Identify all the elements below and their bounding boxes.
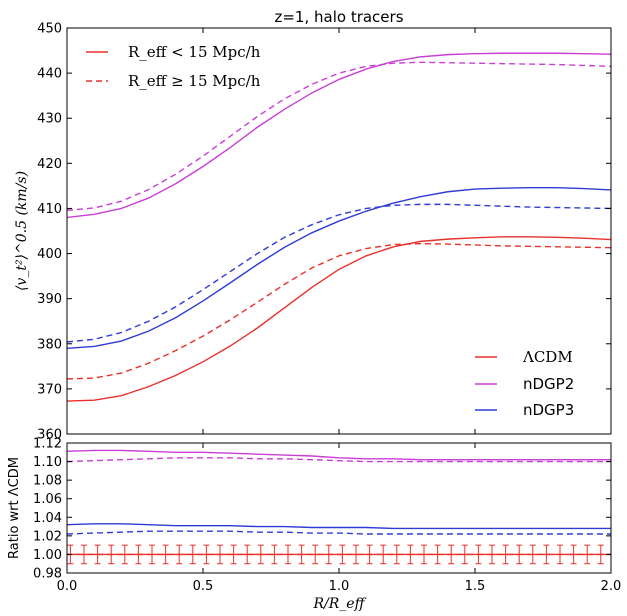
- ratio-y-tick-label: 1.10: [33, 455, 62, 470]
- main-series-ndgp2-dashed: [67, 61, 611, 211]
- ratio-chart: 0.98 1.00 1.02 1.04 1.06 1.08 1.10 1.12 0.0 0.5 1.…: [7, 437, 621, 613]
- legend-label-lcdm: ΛCDM: [522, 348, 573, 366]
- ratio-y-tick-label: 1.12: [33, 437, 62, 452]
- legend-label-dashed: R_eff ≥ 15 Mpc/h: [128, 72, 261, 90]
- main-title: z=1, halo tracers: [274, 8, 403, 26]
- ratio-y-axis-label: Ratio wrt ΛCDM: [7, 457, 22, 559]
- main-series-ndgp3-dashed: [67, 203, 611, 343]
- legend-models: ΛCDM nDGP2 nDGP3: [475, 348, 574, 419]
- main-y-tick-label: 370: [37, 382, 62, 397]
- ratio-series-ndgp3-dashed: [67, 530, 611, 535]
- ratio-y-tick-label: 1.00: [33, 548, 62, 563]
- main-series-lcdm-dashed: [67, 242, 611, 380]
- main-y-tick-label: 380: [37, 337, 62, 352]
- ratio-x-tick-label: 0.0: [57, 579, 78, 594]
- legend-label-solid: R_eff < 15 Mpc/h: [128, 43, 261, 61]
- main-y-tick-label: 430: [37, 112, 62, 127]
- ratio-y-tick-label: 1.04: [33, 511, 62, 526]
- legend-label-ndgp3: nDGP3: [523, 401, 574, 419]
- main-y-tick-label: 420: [37, 157, 62, 172]
- ratio-series-ndgp2-dashed: [67, 457, 611, 463]
- main-y-tick-label: 410: [37, 202, 62, 217]
- legend-style: R_eff < 15 Mpc/h R_eff ≥ 15 Mpc/h: [86, 43, 261, 90]
- ratio-x-tick-label: 1.5: [465, 579, 486, 594]
- legend-label-ndgp2: nDGP2: [523, 375, 574, 393]
- ratio-y-tick-label: 1.08: [33, 474, 62, 489]
- main-y-tick-label: 390: [37, 292, 62, 307]
- main-plot-area: [67, 28, 611, 434]
- main-y-axis-label: ⟨v_t²⟩^0.5 (km/s): [14, 171, 30, 291]
- ratio-y-tick-label: 0.98: [33, 567, 62, 582]
- ratio-x-tick-label: 2.0: [601, 579, 622, 594]
- main-y-tick-label: 440: [37, 67, 62, 82]
- main-series-lcdm-solid: [67, 236, 611, 402]
- ratio-y-tick-label: 1.02: [33, 529, 62, 544]
- main-y-tick-label: 360: [37, 428, 62, 443]
- ratio-plot-area: [67, 443, 611, 573]
- ratio-y-tick-label: 1.06: [33, 492, 62, 507]
- ratio-series-ndgp3-solid: [67, 523, 611, 530]
- ratio-x-axis-label: R/R_eff: [312, 596, 366, 612]
- main-y-tick-label: 400: [37, 247, 62, 262]
- ratio-x-tick-label: 0.5: [193, 579, 214, 594]
- main-chart: 360 370 380 390 400 410 420 430 440 450 z=1, halo…: [14, 8, 612, 443]
- main-y-tick-label: 450: [37, 22, 62, 37]
- main-series-ndgp3-solid: [67, 186, 611, 349]
- main-series-ndgp2-solid: [67, 52, 611, 219]
- ratio-series-ndgp2-solid: [67, 449, 611, 461]
- ratio-x-tick-label: 1.0: [329, 579, 350, 594]
